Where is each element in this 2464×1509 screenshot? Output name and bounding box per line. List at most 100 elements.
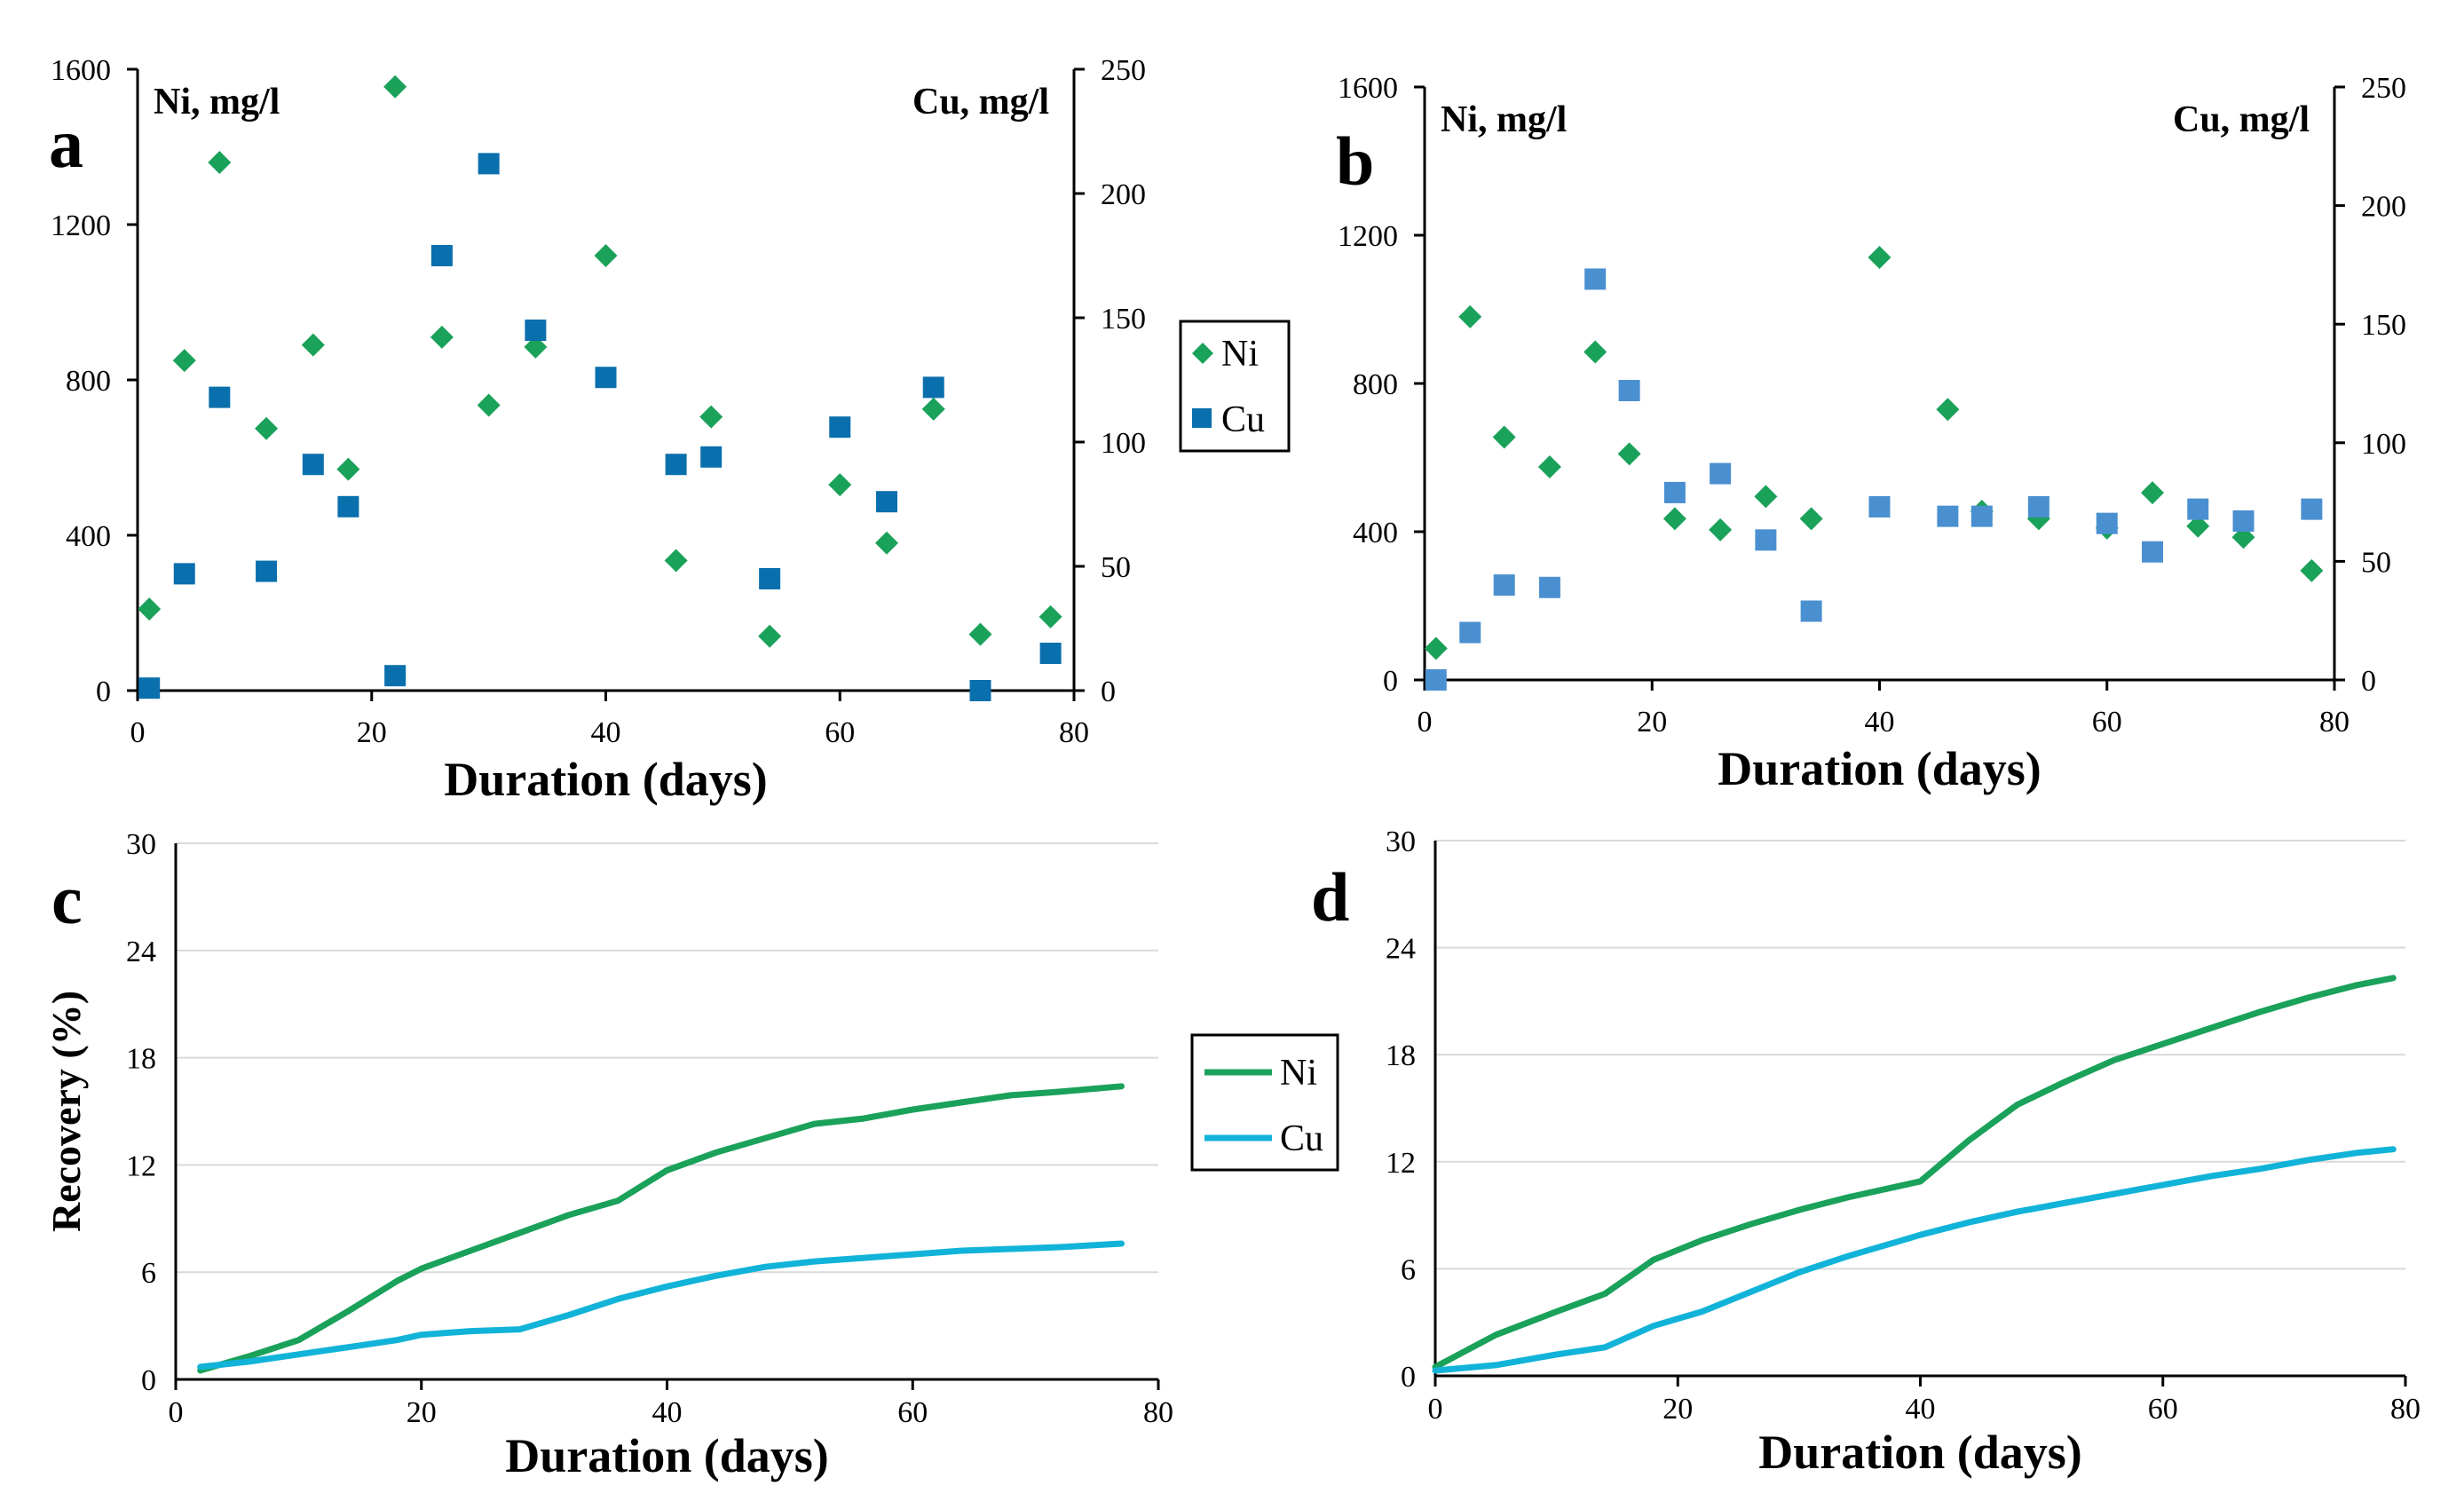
cu-point — [829, 416, 851, 438]
cu-point — [1493, 574, 1515, 596]
ni-point — [968, 622, 992, 646]
ni-point — [2186, 514, 2210, 538]
left-axis-label: Ni, mg/l — [154, 82, 280, 122]
right-tick-label: 150 — [2361, 309, 2406, 342]
cu-point — [525, 320, 547, 341]
legend-cu-label: Cu — [1280, 1118, 1323, 1159]
y-tick-label: 0 — [141, 1364, 156, 1397]
left-tick-label: 800 — [1353, 368, 1398, 401]
y-tick-label: 24 — [1386, 933, 1416, 966]
right-tick-label: 0 — [1101, 675, 1116, 708]
panel-label: a — [49, 105, 83, 182]
x-tick-label: 20 — [407, 1396, 437, 1429]
y-axis-title: Recovery (%) — [43, 991, 89, 1232]
right-tick-label: 50 — [2361, 546, 2391, 579]
ni-point — [921, 397, 945, 421]
cu-point — [2232, 510, 2255, 532]
cu-point — [256, 560, 278, 582]
ni-point — [1583, 340, 1607, 364]
ni-point — [477, 393, 501, 417]
panel-a: 0 400 800 1200 1600 0 50 100 150 200 250 0 20 40 60 80 N… — [49, 54, 1146, 806]
left-tick-label: 800 — [66, 365, 111, 398]
ni-point — [1424, 636, 1448, 660]
cu-point — [922, 376, 944, 399]
legend-box — [1179, 320, 1291, 453]
panel-label: c — [51, 861, 83, 938]
y-tick-label: 30 — [126, 828, 156, 861]
right-axis-label: Cu, mg/l — [2173, 99, 2310, 140]
cu-point — [138, 677, 161, 699]
ni-point — [255, 416, 279, 440]
cu-point — [1663, 481, 1686, 503]
cu-point — [1618, 380, 1640, 402]
ni-point — [594, 244, 618, 267]
x-tick-label: 0 — [130, 716, 146, 749]
x-tick-label: 60 — [897, 1396, 928, 1429]
cu-point — [2142, 541, 2163, 563]
cu-point — [700, 446, 723, 468]
x-tick-label: 0 — [1428, 1393, 1443, 1426]
y-tick-label: 12 — [1386, 1147, 1416, 1180]
x-tick-label: 20 — [1637, 706, 1667, 739]
x-tick-label: 40 — [652, 1396, 683, 1429]
ni-point — [1492, 425, 1516, 449]
left-tick-label: 1200 — [1338, 220, 1398, 253]
left-tick-label: 0 — [1383, 665, 1398, 698]
left-tick-label: 0 — [96, 675, 111, 708]
x-tick-label: 20 — [1662, 1393, 1693, 1426]
left-tick-label: 1600 — [1338, 72, 1398, 105]
x-tick-label: 80 — [1059, 716, 1089, 749]
x-tick-label: 80 — [2319, 706, 2349, 739]
x-axis-title: Duration (days) — [1718, 742, 2041, 795]
cu-point — [1710, 462, 1732, 485]
legend-cu-marker — [1192, 408, 1212, 428]
x-tick-label: 20 — [357, 716, 387, 749]
x-tick-label: 0 — [169, 1396, 184, 1429]
y-tick-label: 24 — [126, 936, 156, 968]
y-tick-label: 0 — [1401, 1361, 1416, 1394]
ni-point — [1868, 246, 1891, 270]
cu-point — [1538, 576, 1560, 598]
cu-point — [384, 665, 407, 687]
cu-point — [1584, 268, 1607, 290]
cu-point — [173, 563, 195, 585]
x-axis-title: Duration (days) — [1758, 1426, 2082, 1479]
ni-point — [172, 349, 196, 373]
ni-point — [1662, 507, 1686, 531]
ni-line — [1432, 975, 2397, 1371]
ni-point — [1936, 398, 1960, 422]
cu-point — [1425, 669, 1447, 691]
right-tick-label: 200 — [1101, 178, 1146, 211]
y-tick-label: 18 — [1386, 1039, 1416, 1072]
legend-ni-label: Ni — [1280, 1053, 1317, 1094]
ni-point — [1537, 454, 1561, 478]
legend-ni-label: Ni — [1221, 334, 1259, 375]
panel-b: 0 400 800 1200 1600 0 50 100 150 200 250 0 20 40 60 80 N… — [1336, 72, 2406, 795]
cu-point — [1868, 495, 1891, 517]
legend-ni-marker — [1192, 343, 1213, 364]
cu-point — [1937, 505, 1959, 527]
cu-point — [478, 153, 500, 175]
cu-point — [1800, 600, 1822, 622]
ni-point — [1709, 517, 1733, 541]
ni-point — [1799, 507, 1823, 531]
x-tick-label: 80 — [2390, 1393, 2421, 1426]
left-tick-label: 1600 — [51, 54, 111, 87]
legend-box — [1190, 1033, 1339, 1172]
y-tick-label: 6 — [1401, 1253, 1416, 1286]
cu-point — [665, 454, 687, 476]
ni-point — [2141, 481, 2164, 505]
ni-point — [699, 405, 723, 429]
cu-point — [595, 367, 617, 389]
cu-point — [2096, 512, 2118, 534]
cu-line — [197, 1240, 1125, 1371]
right-axis-label: Cu, mg/l — [912, 82, 1049, 122]
panel-d: 0 6 12 18 24 30 0 20 40 60 80 d Duration (days) — [1311, 826, 2421, 1479]
ni-point — [336, 457, 360, 481]
ni-point — [430, 325, 454, 349]
legend-cu-label: Cu — [1221, 399, 1265, 440]
cu-point — [430, 245, 453, 266]
legend-scatter: Ni Cu — [1179, 320, 1291, 453]
left-axis-label: Ni, mg/l — [1441, 99, 1567, 140]
